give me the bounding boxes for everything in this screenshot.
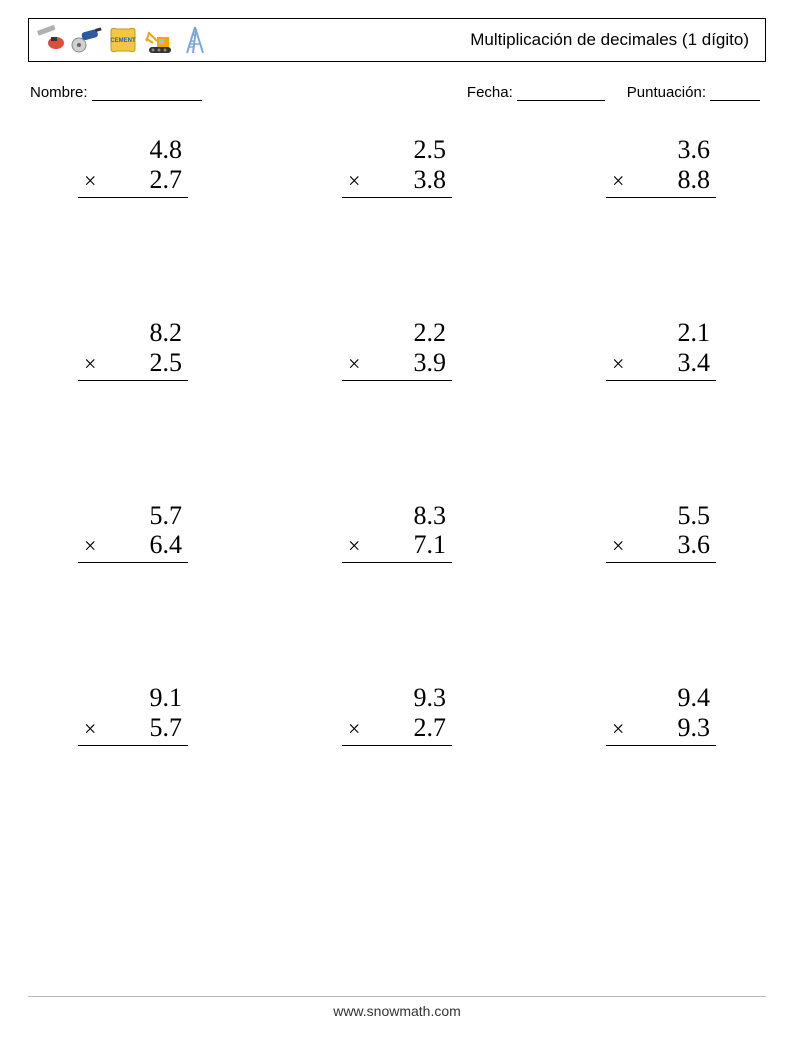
svg-text:CEMENT: CEMENT [110,38,136,44]
problem: 2.2 × 3.9 [342,318,452,381]
excavator-icon [143,23,175,57]
operator: × [612,716,624,741]
header-icons: CEMENT [35,23,211,57]
multiplicand: 8.3 [342,501,452,531]
multiplicand: 5.5 [606,501,716,531]
operator: × [612,168,624,193]
problem: 4.8 × 2.7 [78,135,188,198]
multiplier: 7.1 [414,530,447,560]
multiplier-row: × 8.8 [606,165,716,198]
worksheet-title: Multiplicación de decimales (1 dígito) [470,30,755,50]
date-label: Fecha: [467,84,513,101]
multiplicand: 9.1 [78,683,188,713]
meta-name: Nombre: [30,84,202,101]
operator: × [348,168,360,193]
multiplier-row: × 2.7 [342,713,452,746]
operator: × [348,716,360,741]
multiplier-row: × 2.5 [78,348,188,381]
problem: 9.3 × 2.7 [342,683,452,746]
multiplier-row: × 3.6 [606,530,716,563]
multiplicand: 8.2 [78,318,188,348]
footer-url: www.snowmath.com [333,1003,461,1019]
operator: × [612,533,624,558]
meta-right: Fecha: Puntuación: [467,84,760,101]
multiplier: 6.4 [150,530,183,560]
multiplicand: 9.4 [606,683,716,713]
header-box: CEMENT [28,18,766,62]
problem: 9.4 × 9.3 [606,683,716,746]
grinder-icon [71,23,103,57]
multiplier: 2.7 [150,165,183,195]
operator: × [84,351,96,376]
worksheet-page: CEMENT [0,0,794,1053]
problem: 8.2 × 2.5 [78,318,188,381]
multiplier: 8.8 [678,165,711,195]
name-label: Nombre: [30,84,88,101]
meta-row: Nombre: Fecha: Puntuación: [28,84,766,101]
multiplier-row: × 6.4 [78,530,188,563]
multiplier: 3.8 [414,165,447,195]
multiplier: 3.6 [678,530,711,560]
problem: 3.6 × 8.8 [606,135,716,198]
operator: × [348,351,360,376]
problems-grid: 4.8 × 2.7 2.5 × 3.8 3.6 × 8.8 8.2 × 2.5 [28,135,766,746]
multiplier: 3.9 [414,348,447,378]
operator: × [84,168,96,193]
date-underline [517,85,605,101]
operator: × [84,716,96,741]
multiplicand: 2.5 [342,135,452,165]
multiplier-row: × 7.1 [342,530,452,563]
cement-icon: CEMENT [107,23,139,57]
ladder-icon [179,23,211,57]
chainsaw-icon [35,23,67,57]
multiplier: 2.7 [414,713,447,743]
score-underline [710,85,760,101]
score-label: Puntuación: [627,84,706,101]
multiplicand: 9.3 [342,683,452,713]
footer: www.snowmath.com [28,996,766,1019]
multiplier: 5.7 [150,713,183,743]
multiplicand: 2.2 [342,318,452,348]
operator: × [348,533,360,558]
name-underline [92,85,202,101]
operator: × [84,533,96,558]
multiplier: 9.3 [678,713,711,743]
multiplicand: 4.8 [78,135,188,165]
multiplier-row: × 3.8 [342,165,452,198]
operator: × [612,351,624,376]
multiplicand: 5.7 [78,501,188,531]
multiplier-row: × 9.3 [606,713,716,746]
multiplicand: 3.6 [606,135,716,165]
multiplier-row: × 5.7 [78,713,188,746]
problem: 9.1 × 5.7 [78,683,188,746]
multiplicand: 2.1 [606,318,716,348]
multiplier-row: × 3.9 [342,348,452,381]
problem: 5.7 × 6.4 [78,501,188,564]
problem: 2.1 × 3.4 [606,318,716,381]
problem: 8.3 × 7.1 [342,501,452,564]
problem: 2.5 × 3.8 [342,135,452,198]
multiplier-row: × 2.7 [78,165,188,198]
problem: 5.5 × 3.6 [606,501,716,564]
multiplier-row: × 3.4 [606,348,716,381]
multiplier: 2.5 [150,348,183,378]
multiplier: 3.4 [678,348,711,378]
